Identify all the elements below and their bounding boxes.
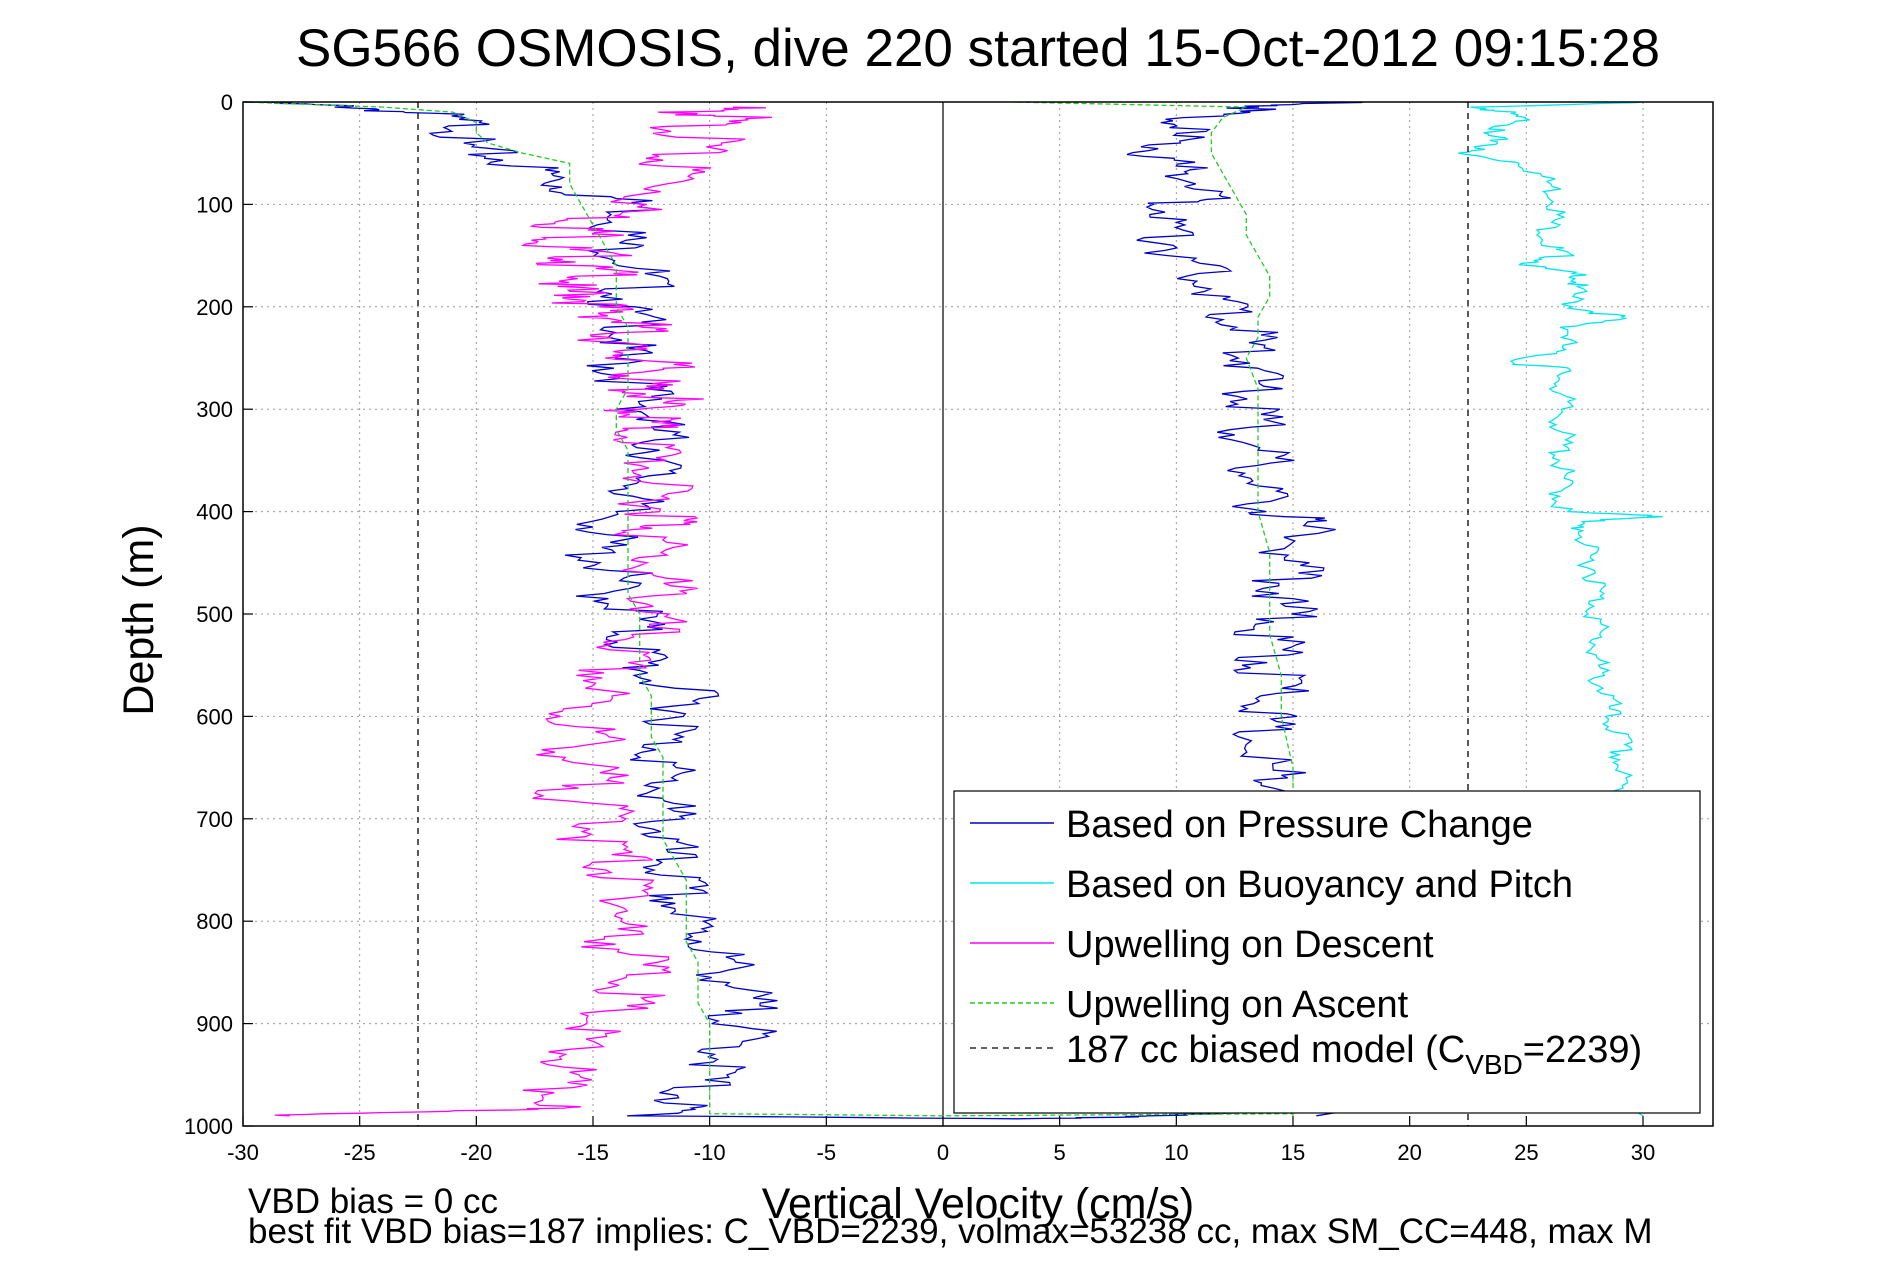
y-tick-label: 0 bbox=[221, 90, 233, 115]
legend: Based on Pressure Change Based on Buoyanc… bbox=[953, 790, 1701, 1114]
legend-label: Upwelling on Ascent bbox=[1066, 984, 1409, 1026]
series-0-line bbox=[242, 101, 1307, 1120]
x-tick-label: 5 bbox=[1054, 1140, 1066, 1165]
x-tick-label: 10 bbox=[1164, 1140, 1188, 1165]
chart-title: SG566 OSMOSIS, dive 220 started 15-Oct-2… bbox=[296, 19, 1660, 78]
ticks: -30 -25 -20 -15 -10 -5 0 5 10 15 20 25 3001002003004… bbox=[184, 90, 1655, 1165]
y-tick-label: 800 bbox=[196, 909, 233, 934]
x-tick-label: 30 bbox=[1631, 1140, 1655, 1165]
x-tick-label: 25 bbox=[1514, 1140, 1538, 1165]
legend-label-model: 187 cc biased model (CVBD=2239) bbox=[1066, 1029, 1642, 1080]
series-0-line-ascent bbox=[1126, 101, 1363, 1117]
x-tick-label: -25 bbox=[344, 1140, 376, 1165]
y-tick-label: 500 bbox=[196, 602, 233, 627]
y-tick-label: 1000 bbox=[184, 1114, 233, 1139]
legend-label: Upwelling on Descent bbox=[1066, 924, 1434, 966]
footer-best-fit: best fit VBD bias=187 implies: C_VBD=223… bbox=[248, 1212, 1653, 1251]
y-tick-label: 900 bbox=[196, 1012, 233, 1037]
x-tick-label: -30 bbox=[227, 1140, 259, 1165]
x-tick-label: -5 bbox=[817, 1140, 837, 1165]
y-tick-label: 400 bbox=[196, 500, 233, 525]
series-3-line-ascent bbox=[1012, 101, 1294, 1116]
x-tick-label: -20 bbox=[460, 1140, 492, 1165]
x-tick-label: -15 bbox=[577, 1140, 609, 1165]
legend-label: Based on Buoyancy and Pitch bbox=[1066, 864, 1573, 906]
y-tick-label: 600 bbox=[196, 704, 233, 729]
x-tick-label: 0 bbox=[937, 1140, 949, 1165]
series-2-line bbox=[274, 106, 772, 1117]
y-tick-label: 100 bbox=[196, 192, 233, 217]
footer-vbd-bias: VBD bias = 0 cc bbox=[248, 1182, 498, 1221]
y-tick-label: 200 bbox=[196, 295, 233, 320]
x-tick-label: -10 bbox=[694, 1140, 726, 1165]
legend-box bbox=[953, 790, 1701, 1114]
x-axis-label: Vertical Velocity (cm/s) bbox=[762, 1180, 1195, 1228]
y-tick-label: 300 bbox=[196, 397, 233, 422]
y-axis-label: Depth (m) bbox=[115, 524, 163, 715]
x-tick-label: 20 bbox=[1397, 1140, 1421, 1165]
y-tick-label: 700 bbox=[196, 807, 233, 832]
x-tick-label: 15 bbox=[1281, 1140, 1305, 1165]
legend-label: Based on Pressure Change bbox=[1066, 804, 1533, 846]
